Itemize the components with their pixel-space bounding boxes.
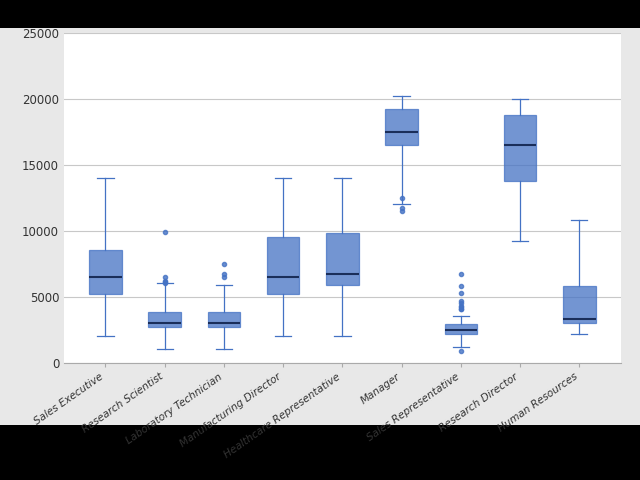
- PathPatch shape: [89, 251, 122, 294]
- PathPatch shape: [385, 109, 418, 145]
- PathPatch shape: [207, 312, 240, 327]
- PathPatch shape: [267, 237, 300, 294]
- PathPatch shape: [504, 115, 536, 180]
- PathPatch shape: [148, 312, 181, 327]
- PathPatch shape: [563, 286, 596, 323]
- PathPatch shape: [326, 233, 358, 285]
- PathPatch shape: [445, 324, 477, 334]
